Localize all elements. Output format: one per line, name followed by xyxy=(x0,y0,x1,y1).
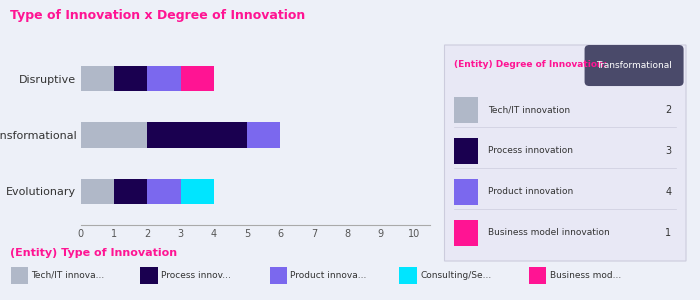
Text: Product innova...: Product innova... xyxy=(290,271,367,280)
Text: Product innovation: Product innovation xyxy=(488,188,573,196)
Text: Business model innovation: Business model innovation xyxy=(488,228,610,237)
FancyBboxPatch shape xyxy=(584,45,684,86)
Bar xyxy=(147,122,247,148)
Text: Process innov...: Process innov... xyxy=(161,271,231,280)
Text: 3: 3 xyxy=(666,146,671,156)
Bar xyxy=(147,66,181,92)
Text: Process innovation: Process innovation xyxy=(488,146,573,155)
Bar xyxy=(114,66,147,92)
Bar xyxy=(80,66,114,92)
Text: Transformational: Transformational xyxy=(596,61,672,70)
Text: (Entity) Degree of Innovation:: (Entity) Degree of Innovation: xyxy=(454,60,608,69)
Text: Type of Innovation x Degree of Innovation: Type of Innovation x Degree of Innovatio… xyxy=(10,9,306,22)
Text: Tech/IT innovation: Tech/IT innovation xyxy=(488,105,570,114)
Bar xyxy=(147,178,181,204)
Text: 4: 4 xyxy=(666,187,671,197)
FancyBboxPatch shape xyxy=(454,138,478,164)
Text: Business mod...: Business mod... xyxy=(550,271,621,280)
Text: Consulting/Se...: Consulting/Se... xyxy=(420,271,491,280)
FancyBboxPatch shape xyxy=(454,97,478,123)
FancyBboxPatch shape xyxy=(454,179,478,205)
Bar xyxy=(114,178,147,204)
Bar xyxy=(247,122,281,148)
Text: Tech/IT innova...: Tech/IT innova... xyxy=(32,271,105,280)
FancyBboxPatch shape xyxy=(444,45,686,261)
Text: 1: 1 xyxy=(666,228,671,238)
Bar xyxy=(80,122,147,148)
FancyBboxPatch shape xyxy=(454,220,478,246)
Bar xyxy=(181,66,214,92)
Text: 2: 2 xyxy=(665,105,671,115)
Text: (Entity) Type of Innovation: (Entity) Type of Innovation xyxy=(10,248,178,257)
Bar xyxy=(181,178,214,204)
Bar xyxy=(80,178,114,204)
